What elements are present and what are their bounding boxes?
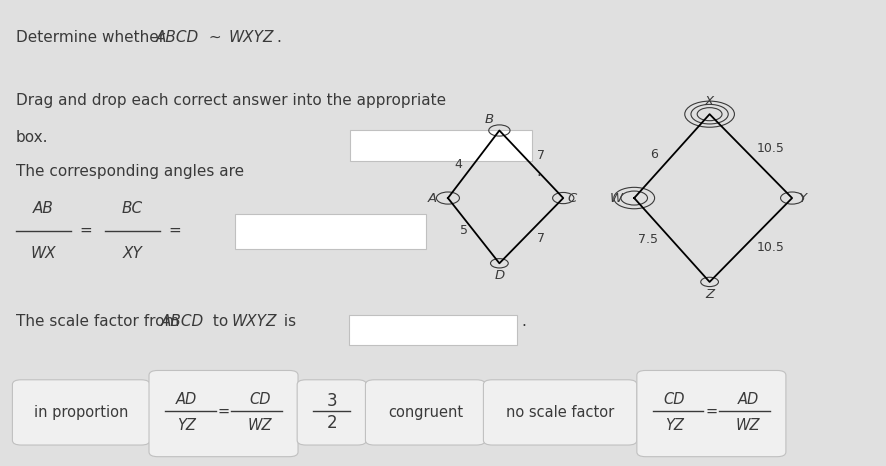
Text: to: to (207, 314, 232, 329)
Text: 7: 7 (536, 233, 545, 246)
Text: AD: AD (176, 392, 198, 407)
Text: WZ: WZ (248, 418, 272, 433)
FancyBboxPatch shape (348, 315, 517, 345)
FancyBboxPatch shape (365, 380, 485, 445)
Text: =: = (80, 223, 92, 238)
FancyBboxPatch shape (636, 370, 785, 457)
Text: ∼: ∼ (204, 30, 226, 45)
Text: WX: WX (31, 246, 56, 260)
FancyBboxPatch shape (297, 380, 366, 445)
Text: is: is (279, 314, 296, 329)
Text: The scale factor from: The scale factor from (16, 314, 184, 329)
Text: in proportion: in proportion (34, 405, 128, 420)
Text: X: X (704, 95, 713, 108)
Text: congruent: congruent (387, 405, 462, 420)
Text: box.: box. (16, 130, 49, 145)
Text: BC: BC (121, 201, 143, 216)
Text: WZ: WZ (735, 418, 759, 433)
FancyBboxPatch shape (12, 380, 150, 445)
Text: AD: AD (736, 392, 758, 407)
Text: The corresponding angles are: The corresponding angles are (16, 164, 244, 178)
Text: 7: 7 (536, 150, 545, 163)
Text: Z: Z (704, 288, 713, 301)
Text: ABCD: ABCD (156, 30, 199, 45)
Text: YZ: YZ (177, 418, 196, 433)
Text: ABCD: ABCD (160, 314, 204, 329)
Text: C: C (567, 192, 577, 205)
Text: 2: 2 (326, 414, 337, 432)
Text: Drag and drop each correct answer into the appropriate: Drag and drop each correct answer into t… (16, 93, 446, 108)
Text: 5: 5 (459, 224, 468, 237)
Text: AB: AB (33, 201, 54, 216)
Text: .: . (536, 164, 540, 178)
Text: WXYZ: WXYZ (229, 30, 274, 45)
Text: 4: 4 (454, 158, 462, 171)
Text: CD: CD (249, 392, 271, 407)
Text: CD: CD (663, 392, 685, 407)
Text: XY: XY (122, 246, 142, 260)
Text: W: W (609, 192, 622, 205)
Text: YZ: YZ (664, 418, 683, 433)
FancyBboxPatch shape (149, 370, 298, 457)
Text: =: = (704, 404, 717, 419)
FancyBboxPatch shape (350, 130, 532, 161)
Text: .: . (276, 30, 281, 45)
FancyBboxPatch shape (483, 380, 636, 445)
Text: =: = (168, 223, 181, 238)
Text: D: D (494, 269, 504, 282)
Text: 10.5: 10.5 (756, 241, 783, 254)
Text: no scale factor: no scale factor (505, 405, 614, 420)
Text: B: B (484, 113, 493, 126)
Text: Y: Y (797, 192, 805, 205)
Text: =: = (217, 404, 229, 419)
Text: 7.5: 7.5 (637, 233, 657, 247)
Text: .: . (521, 314, 525, 329)
Text: WXYZ: WXYZ (231, 314, 276, 329)
Text: Determine whether: Determine whether (16, 30, 175, 45)
Text: A: A (427, 192, 436, 205)
Text: 10.5: 10.5 (756, 142, 783, 155)
Text: 6: 6 (649, 148, 657, 161)
Text: 3: 3 (326, 392, 337, 410)
FancyBboxPatch shape (235, 214, 425, 249)
